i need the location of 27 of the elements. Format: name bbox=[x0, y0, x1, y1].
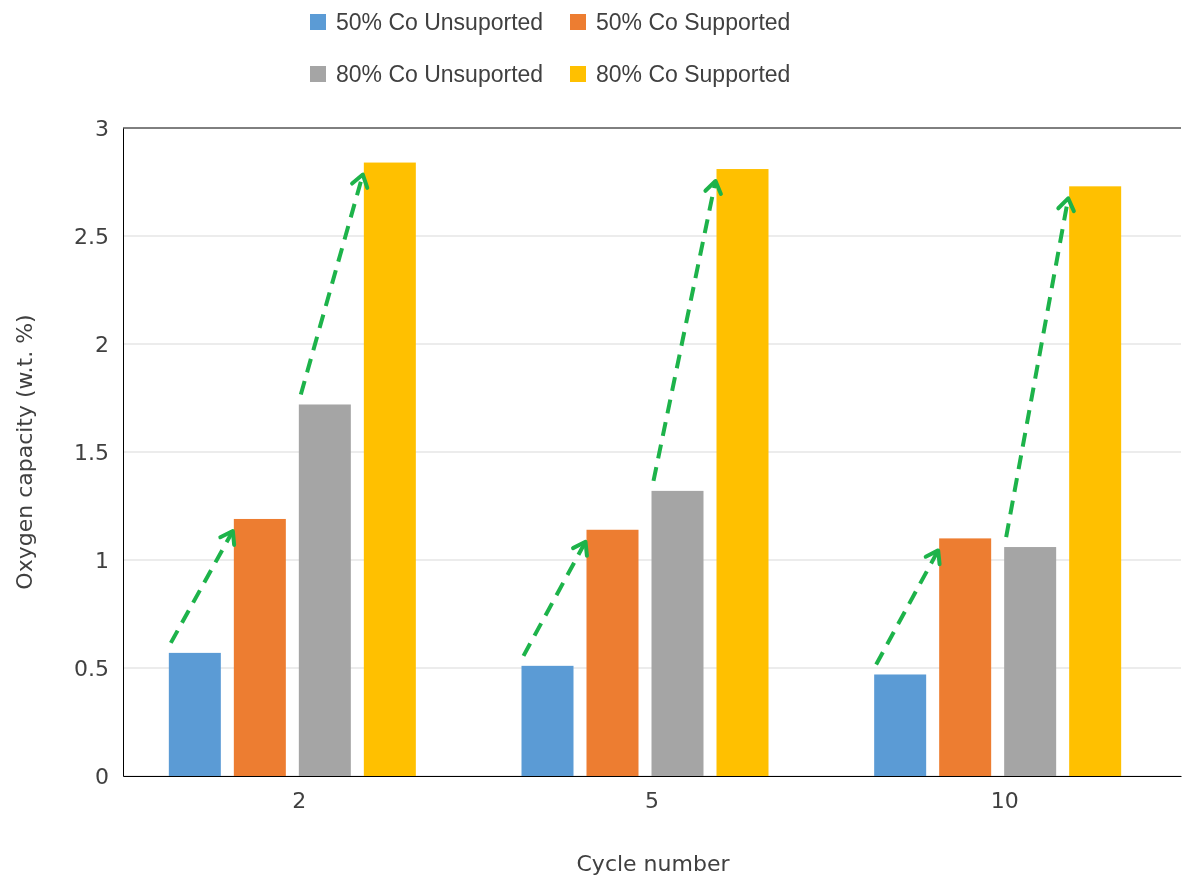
y-axis-title: Oxygen capacity (w.t. %) bbox=[12, 314, 37, 590]
y-tick-label: 2.5 bbox=[74, 223, 109, 249]
bar bbox=[363, 162, 416, 776]
bar bbox=[168, 652, 221, 776]
bar bbox=[939, 538, 992, 776]
legend-label: 50% Co Unsuported bbox=[336, 9, 544, 35]
bar bbox=[586, 529, 639, 776]
bar bbox=[298, 404, 351, 776]
y-tick-label: 2 bbox=[95, 331, 109, 357]
bar bbox=[1004, 547, 1057, 776]
x-axis-title: Cycle number bbox=[576, 851, 731, 876]
y-tick-label: 3 bbox=[95, 115, 109, 141]
bar bbox=[233, 518, 286, 776]
bar bbox=[521, 665, 574, 776]
bar bbox=[874, 674, 927, 776]
y-tick-label: 0.5 bbox=[74, 655, 109, 681]
legend-label: 50% Co Supported bbox=[596, 9, 791, 35]
bar bbox=[651, 490, 704, 776]
legend-label: 80% Co Supported bbox=[596, 61, 791, 87]
x-tick-label: 5 bbox=[645, 787, 659, 813]
legend-label: 80% Co Unsuported bbox=[336, 61, 544, 87]
x-tick-label: 10 bbox=[990, 787, 1019, 813]
bar bbox=[716, 169, 769, 776]
y-tick-label: 1 bbox=[95, 547, 109, 573]
y-tick-label: 1.5 bbox=[74, 439, 109, 465]
x-tick-label: 2 bbox=[292, 787, 307, 813]
y-tick-label: 0 bbox=[95, 763, 109, 789]
